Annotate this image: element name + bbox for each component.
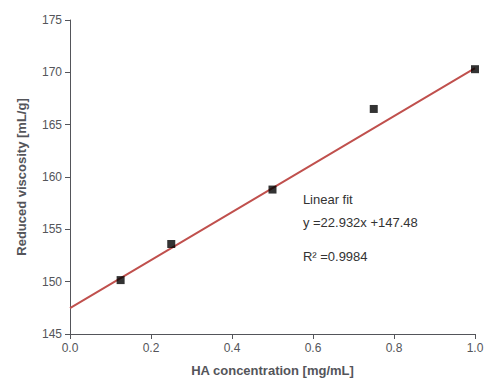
svg-text:150: 150	[42, 275, 62, 289]
svg-text:1.0: 1.0	[467, 341, 484, 355]
svg-text:0.6: 0.6	[305, 341, 322, 355]
svg-text:0.8: 0.8	[386, 341, 403, 355]
svg-text:175: 175	[42, 13, 62, 27]
svg-text:160: 160	[42, 170, 62, 184]
svg-text:Reduced viscosity [mL/g]: Reduced viscosity [mL/g]	[14, 98, 29, 255]
svg-text:155: 155	[42, 222, 62, 236]
svg-text:Linear fit: Linear fit	[303, 192, 353, 207]
svg-text:HA concentration [mg/mL]: HA concentration [mg/mL]	[191, 363, 354, 378]
svg-text:0.4: 0.4	[224, 341, 241, 355]
svg-text:165: 165	[42, 118, 62, 132]
svg-text:145: 145	[42, 327, 62, 341]
svg-text:170: 170	[42, 65, 62, 79]
svg-text:0.2: 0.2	[143, 341, 160, 355]
svg-text:y =22.932x +147.48: y =22.932x +147.48	[303, 215, 418, 230]
svg-text:0.0: 0.0	[62, 341, 79, 355]
svg-text:R² =0.9984: R² =0.9984	[303, 249, 368, 264]
